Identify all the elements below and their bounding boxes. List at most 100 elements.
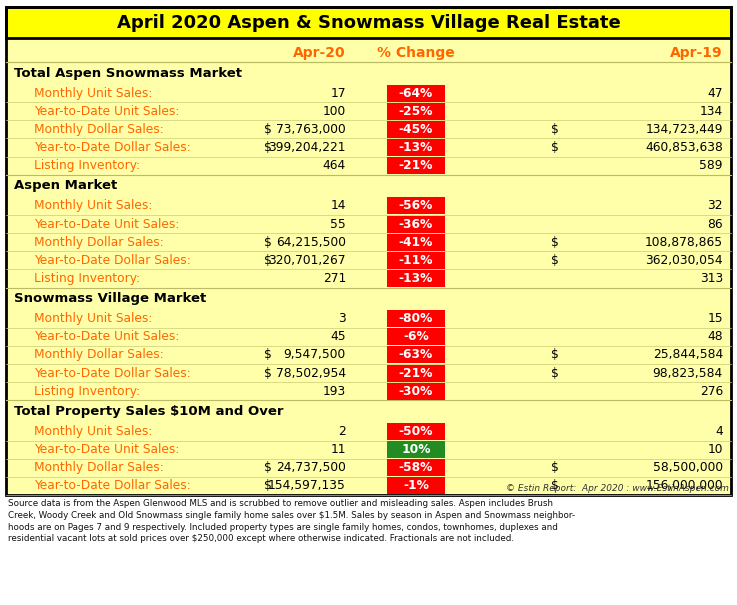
Text: 134,723,449: 134,723,449 — [646, 123, 723, 136]
Bar — [387, 234, 445, 250]
Text: 271: 271 — [323, 272, 346, 285]
Text: % Change: % Change — [377, 46, 455, 60]
Text: 313: 313 — [699, 272, 723, 285]
Text: Year-to-Date Unit Sales:: Year-to-Date Unit Sales: — [34, 218, 179, 231]
Text: 10%: 10% — [401, 443, 430, 456]
Text: Year-to-Date Unit Sales:: Year-to-Date Unit Sales: — [34, 105, 179, 118]
Bar — [6, 7, 731, 495]
Text: 45: 45 — [330, 330, 346, 343]
Text: -13%: -13% — [399, 272, 433, 285]
Text: 58,500,000: 58,500,000 — [653, 461, 723, 474]
Text: 193: 193 — [323, 385, 346, 398]
Text: 32: 32 — [708, 200, 723, 212]
Text: -13%: -13% — [399, 141, 433, 154]
Text: Apr-20: Apr-20 — [293, 46, 346, 60]
Text: 10: 10 — [708, 443, 723, 456]
Text: 362,030,054: 362,030,054 — [646, 254, 723, 267]
Bar — [387, 310, 445, 327]
Text: Monthly Unit Sales:: Monthly Unit Sales: — [34, 425, 153, 438]
Text: 11: 11 — [330, 443, 346, 456]
Text: 320,701,267: 320,701,267 — [268, 254, 346, 267]
Bar — [387, 103, 445, 120]
Text: 4: 4 — [715, 425, 723, 438]
Text: Source data is from the Aspen Glenwood MLS and is scrubbed to remove outlier and: Source data is from the Aspen Glenwood M… — [8, 499, 575, 543]
Text: 78,502,954: 78,502,954 — [276, 367, 346, 379]
Text: $: $ — [551, 123, 559, 136]
Bar — [387, 459, 445, 476]
Text: -56%: -56% — [399, 200, 433, 212]
Text: -11%: -11% — [399, 254, 433, 267]
Text: Monthly Unit Sales:: Monthly Unit Sales: — [34, 312, 153, 325]
Bar — [6, 40, 731, 495]
Text: Year-to-Date Unit Sales:: Year-to-Date Unit Sales: — [34, 443, 179, 456]
Text: Total Property Sales $10M and Over: Total Property Sales $10M and Over — [14, 405, 284, 418]
Text: $: $ — [551, 236, 559, 249]
Text: $: $ — [264, 367, 272, 379]
Text: 399,204,221: 399,204,221 — [268, 141, 346, 154]
Text: Apr-19: Apr-19 — [671, 46, 723, 60]
Text: $: $ — [264, 254, 272, 267]
Text: -30%: -30% — [399, 385, 433, 398]
Text: Aspen Market: Aspen Market — [14, 179, 117, 192]
Bar — [6, 7, 731, 38]
Text: April 2020 Aspen & Snowmass Village Real Estate: April 2020 Aspen & Snowmass Village Real… — [116, 13, 621, 31]
Text: -21%: -21% — [399, 367, 433, 379]
Text: -45%: -45% — [399, 123, 433, 136]
Bar — [387, 365, 445, 382]
Text: -63%: -63% — [399, 348, 433, 361]
Bar — [387, 423, 445, 440]
Bar — [387, 121, 445, 138]
Text: 108,878,865: 108,878,865 — [645, 236, 723, 249]
Text: $: $ — [551, 461, 559, 474]
Bar — [387, 383, 445, 400]
Text: 9,547,500: 9,547,500 — [284, 348, 346, 361]
Text: -41%: -41% — [399, 236, 433, 249]
Text: Monthly Dollar Sales:: Monthly Dollar Sales: — [34, 461, 164, 474]
Bar — [387, 85, 445, 102]
Text: 589: 589 — [699, 159, 723, 172]
Text: Monthly Unit Sales:: Monthly Unit Sales: — [34, 200, 153, 212]
Text: Year-to-Date Dollar Sales:: Year-to-Date Dollar Sales: — [34, 479, 191, 492]
Text: -1%: -1% — [403, 479, 429, 492]
Text: $: $ — [264, 123, 272, 136]
Text: -25%: -25% — [399, 105, 433, 118]
Text: $: $ — [264, 348, 272, 361]
Bar — [387, 157, 445, 174]
Text: -36%: -36% — [399, 218, 433, 231]
Text: 86: 86 — [708, 218, 723, 231]
Text: $: $ — [264, 141, 272, 154]
Text: Year-to-Date Unit Sales:: Year-to-Date Unit Sales: — [34, 330, 179, 343]
Text: Monthly Dollar Sales:: Monthly Dollar Sales: — [34, 123, 164, 136]
Text: 98,823,584: 98,823,584 — [653, 367, 723, 379]
Text: 47: 47 — [708, 87, 723, 100]
Text: Listing Inventory:: Listing Inventory: — [34, 159, 140, 172]
Text: 25,844,584: 25,844,584 — [653, 348, 723, 361]
Text: 156,000,000: 156,000,000 — [646, 479, 723, 492]
Text: $: $ — [551, 348, 559, 361]
Text: 276: 276 — [699, 385, 723, 398]
Text: Year-to-Date Dollar Sales:: Year-to-Date Dollar Sales: — [34, 141, 191, 154]
Text: Monthly Unit Sales:: Monthly Unit Sales: — [34, 87, 153, 100]
Text: 64,215,500: 64,215,500 — [276, 236, 346, 249]
Text: -58%: -58% — [399, 461, 433, 474]
Text: $: $ — [551, 479, 559, 492]
Bar — [387, 252, 445, 269]
Text: 100: 100 — [323, 105, 346, 118]
Bar — [387, 270, 445, 287]
Text: Listing Inventory:: Listing Inventory: — [34, 272, 140, 285]
Text: $: $ — [551, 254, 559, 267]
Bar — [387, 139, 445, 156]
Text: $: $ — [264, 461, 272, 474]
Text: Monthly Dollar Sales:: Monthly Dollar Sales: — [34, 348, 164, 361]
Text: Snowmass Village Market: Snowmass Village Market — [14, 292, 206, 305]
Bar — [387, 477, 445, 494]
Text: Listing Inventory:: Listing Inventory: — [34, 385, 140, 398]
Text: Monthly Dollar Sales:: Monthly Dollar Sales: — [34, 236, 164, 249]
Text: $: $ — [551, 141, 559, 154]
Text: -80%: -80% — [399, 312, 433, 325]
Text: 55: 55 — [330, 218, 346, 231]
Text: 134: 134 — [699, 105, 723, 118]
Text: Year-to-Date Dollar Sales:: Year-to-Date Dollar Sales: — [34, 367, 191, 379]
Text: 15: 15 — [708, 312, 723, 325]
Text: Total Aspen Snowmass Market: Total Aspen Snowmass Market — [14, 67, 242, 79]
